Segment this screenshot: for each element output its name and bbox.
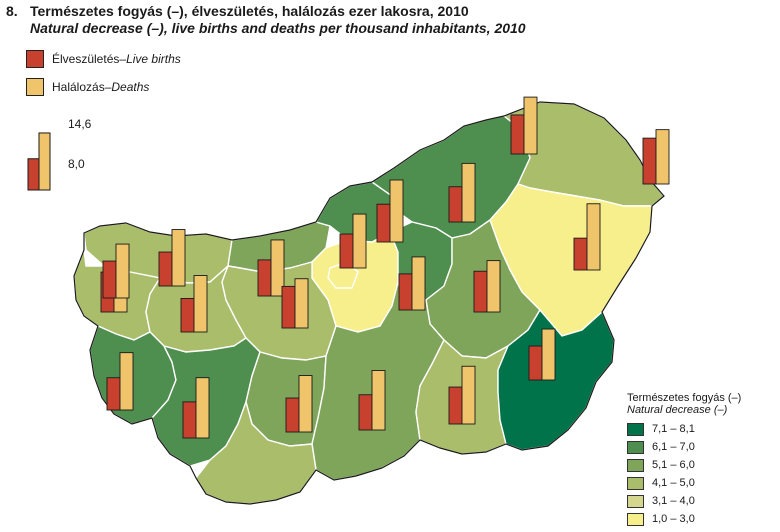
birth-bar-borsod [510, 114, 525, 155]
birth-bar-bacs-kiskun [448, 386, 463, 425]
death-bar-tolna [298, 375, 313, 433]
birth-bar-szabolcs [642, 137, 657, 185]
death-label-hu: Halálozás [52, 80, 105, 94]
death-bar-szabolcs [655, 129, 670, 185]
scale-label-high: 14,6 [68, 117, 92, 131]
birth-bar-somogy [182, 401, 197, 439]
birth-bar-fejer [398, 273, 413, 311]
death-bar-bacs-kiskun [461, 365, 476, 425]
scale-label-low: 8,0 [68, 157, 85, 171]
class-swatch [627, 494, 644, 508]
death-label-sep: – [104, 80, 112, 94]
death-bar-pest [294, 278, 309, 329]
scale-key-birth-bar [27, 158, 40, 191]
title-hungarian: Természetes fogyás (–), élveszületés, ha… [30, 3, 469, 19]
birth-bar-vas [180, 298, 195, 333]
birth-bar-hajdu-bihar [473, 270, 488, 313]
birth-bar-tolna [285, 397, 300, 433]
birth-bar-komarom-esztergom [257, 259, 272, 297]
death-bar-heves [461, 162, 476, 223]
death-bar-nograd [389, 179, 404, 243]
figure-number: 8. [6, 3, 18, 19]
birth-bar-nograd [376, 203, 391, 243]
class-label: 6,1 – 7,0 [652, 441, 695, 453]
class-label: 4,1 – 5,0 [652, 477, 695, 489]
class-legend-row: 3,1 – 4,0 [627, 492, 741, 510]
scale-key-death-bar [38, 132, 51, 191]
death-bar-zala [119, 352, 134, 411]
country-outline [73, 101, 665, 505]
birth-bar-veszprem [158, 251, 173, 287]
class-label: 5,1 – 6,0 [652, 459, 695, 471]
class-legend-row: 1,0 – 3,0 [627, 510, 741, 528]
map-title: 8. Természetes fogyás (–), élveszületés, … [6, 3, 526, 37]
class-swatch [627, 440, 644, 454]
death-bar-jasz-nagykun [371, 370, 386, 431]
death-label-en: Deaths [111, 80, 150, 94]
class-legend-rows: 7,1 – 8,1 6,1 – 7,0 5,1 – 6,0 4,1 – 5,0 3,1 … [627, 420, 741, 528]
death-bar-vas [193, 275, 208, 333]
class-legend-title-hu: Természetes fogyás (–) [627, 392, 742, 404]
class-legend-title-en: Natural decrease (–) [627, 404, 728, 416]
class-label: 7,1 – 8,1 [652, 423, 695, 435]
birth-label-sep: – [119, 52, 127, 66]
birth-swatch [26, 50, 44, 68]
death-bar-bekes [586, 203, 601, 271]
birth-bar-pest [281, 285, 296, 329]
birth-label-hu: Élveszületés [52, 52, 120, 66]
death-swatch [26, 78, 44, 96]
class-label: 1,0 – 3,0 [652, 513, 695, 525]
death-bar-csongrad [541, 328, 556, 381]
birth-bar-budapest [339, 233, 354, 269]
class-legend-row: 5,1 – 6,0 [627, 456, 741, 474]
legend-death-row: Halálozás – Deaths [26, 73, 181, 101]
class-legend-row: 7,1 – 8,1 [627, 420, 741, 438]
birth-bar-heves [448, 186, 463, 223]
class-swatch [627, 422, 644, 436]
death-bar-komarom-esztergom [270, 239, 285, 297]
class-swatch [627, 458, 644, 472]
class-legend-row: 6,1 – 7,0 [627, 438, 741, 456]
birth-bar-baranya [102, 260, 117, 299]
death-bar-baranya [115, 243, 130, 299]
class-swatch [627, 476, 644, 490]
birth-bar-jasz-nagykun [358, 394, 373, 431]
class-legend-row: 4,1 – 5,0 [627, 474, 741, 492]
death-bar-budapest [352, 213, 367, 269]
death-bar-somogy [195, 377, 210, 439]
death-bar-borsod [523, 96, 538, 155]
class-label: 3,1 – 4,0 [652, 495, 695, 507]
class-swatch [627, 512, 644, 526]
bar-layer [100, 96, 670, 439]
death-bar-hajdu-bihar [486, 260, 501, 313]
birth-bar-csongrad [528, 345, 543, 381]
death-bar-veszprem [171, 229, 186, 287]
scale-key [27, 132, 51, 191]
birth-bar-zala [106, 377, 121, 411]
title-english: Natural decrease (–), live births and de… [30, 20, 526, 36]
legend-birth-row: Élveszületés – Live births [26, 45, 181, 73]
death-bar-fejer [411, 256, 426, 311]
birth-bar-bekes [573, 237, 588, 271]
bar-legend: Élveszületés – Live births Halálozás – D… [26, 45, 181, 101]
birth-label-en: Live births [126, 52, 181, 66]
class-legend: Természetes fogyás (–) Natural decrease … [627, 392, 741, 528]
